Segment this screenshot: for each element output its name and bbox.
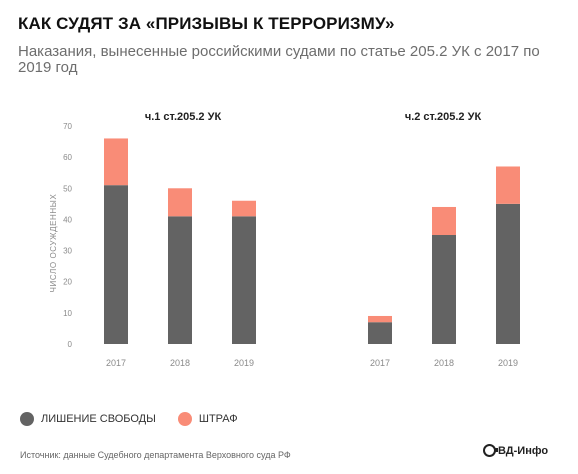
bar-fine-2018 <box>432 206 456 235</box>
bar-fine-2019 <box>232 200 256 217</box>
logo-text: ВД-Инфо <box>498 444 549 457</box>
bar-fine-2018 <box>168 188 192 217</box>
y-tick-label: 20 <box>63 278 72 287</box>
y-axis-label: ЧИСЛО ОСУЖДЕННЫХ <box>49 194 58 293</box>
legend-label-fine: ШТРАФ <box>198 413 238 425</box>
x-tick-label-2018: 2018 <box>170 358 190 368</box>
legend-item-fine: ШТРАФ <box>177 412 238 426</box>
bar-imprisonment-2019 <box>496 203 520 344</box>
y-tick-label: 60 <box>63 153 72 162</box>
legend-item-imprisonment: ЛИШЕНИЕ СВОБОДЫ <box>20 412 156 426</box>
x-tick-label-2019: 2019 <box>498 358 518 368</box>
x-tick-label-2017: 2017 <box>106 358 126 368</box>
y-tick-label: 30 <box>63 247 72 256</box>
x-tick-label-2018: 2018 <box>434 358 454 368</box>
source-note: Источник: данные Судебного департамента … <box>20 450 291 460</box>
panel-title-1: ч.1 ст.205.2 УК <box>145 111 222 123</box>
bar-fine-2017 <box>104 138 128 186</box>
chart-subtitle: Наказания, вынесенные российскими судами… <box>18 43 540 76</box>
bar-imprisonment-2019 <box>232 216 256 344</box>
legend-label-imprisonment: ЛИШЕНИЕ СВОБОДЫ <box>41 413 156 425</box>
y-tick-label: 10 <box>63 309 72 318</box>
x-tick-label-2017: 2017 <box>370 358 390 368</box>
bar-fine-2017 <box>368 315 392 323</box>
ovd-info-logo: ВД-Инфо <box>483 444 548 457</box>
legend: ЛИШЕНИЕ СВОБОДЫ ШТРАФ <box>20 412 260 426</box>
bar-imprisonment-2018 <box>432 235 456 344</box>
y-tick-label: 50 <box>63 184 72 193</box>
bar-fine-2019 <box>496 166 520 204</box>
y-tick-label: 40 <box>63 215 72 224</box>
chart-title: КАК СУДЯТ ЗА «ПРИЗЫВЫ К ТЕРРОРИЗМУ» <box>18 14 395 33</box>
legend-swatch-fine <box>177 412 192 426</box>
bar-imprisonment-2017 <box>368 322 392 344</box>
y-tick-label: 0 <box>68 340 73 349</box>
bar-imprisonment-2017 <box>104 185 128 344</box>
bar-imprisonment-2018 <box>168 216 192 344</box>
panel-title-2: ч.2 ст.205.2 УК <box>405 111 482 123</box>
y-tick-label: 70 <box>63 122 72 131</box>
legend-swatch-imprisonment <box>20 412 34 426</box>
x-tick-label-2019: 2019 <box>234 358 254 368</box>
logo-mark-icon <box>483 444 498 457</box>
